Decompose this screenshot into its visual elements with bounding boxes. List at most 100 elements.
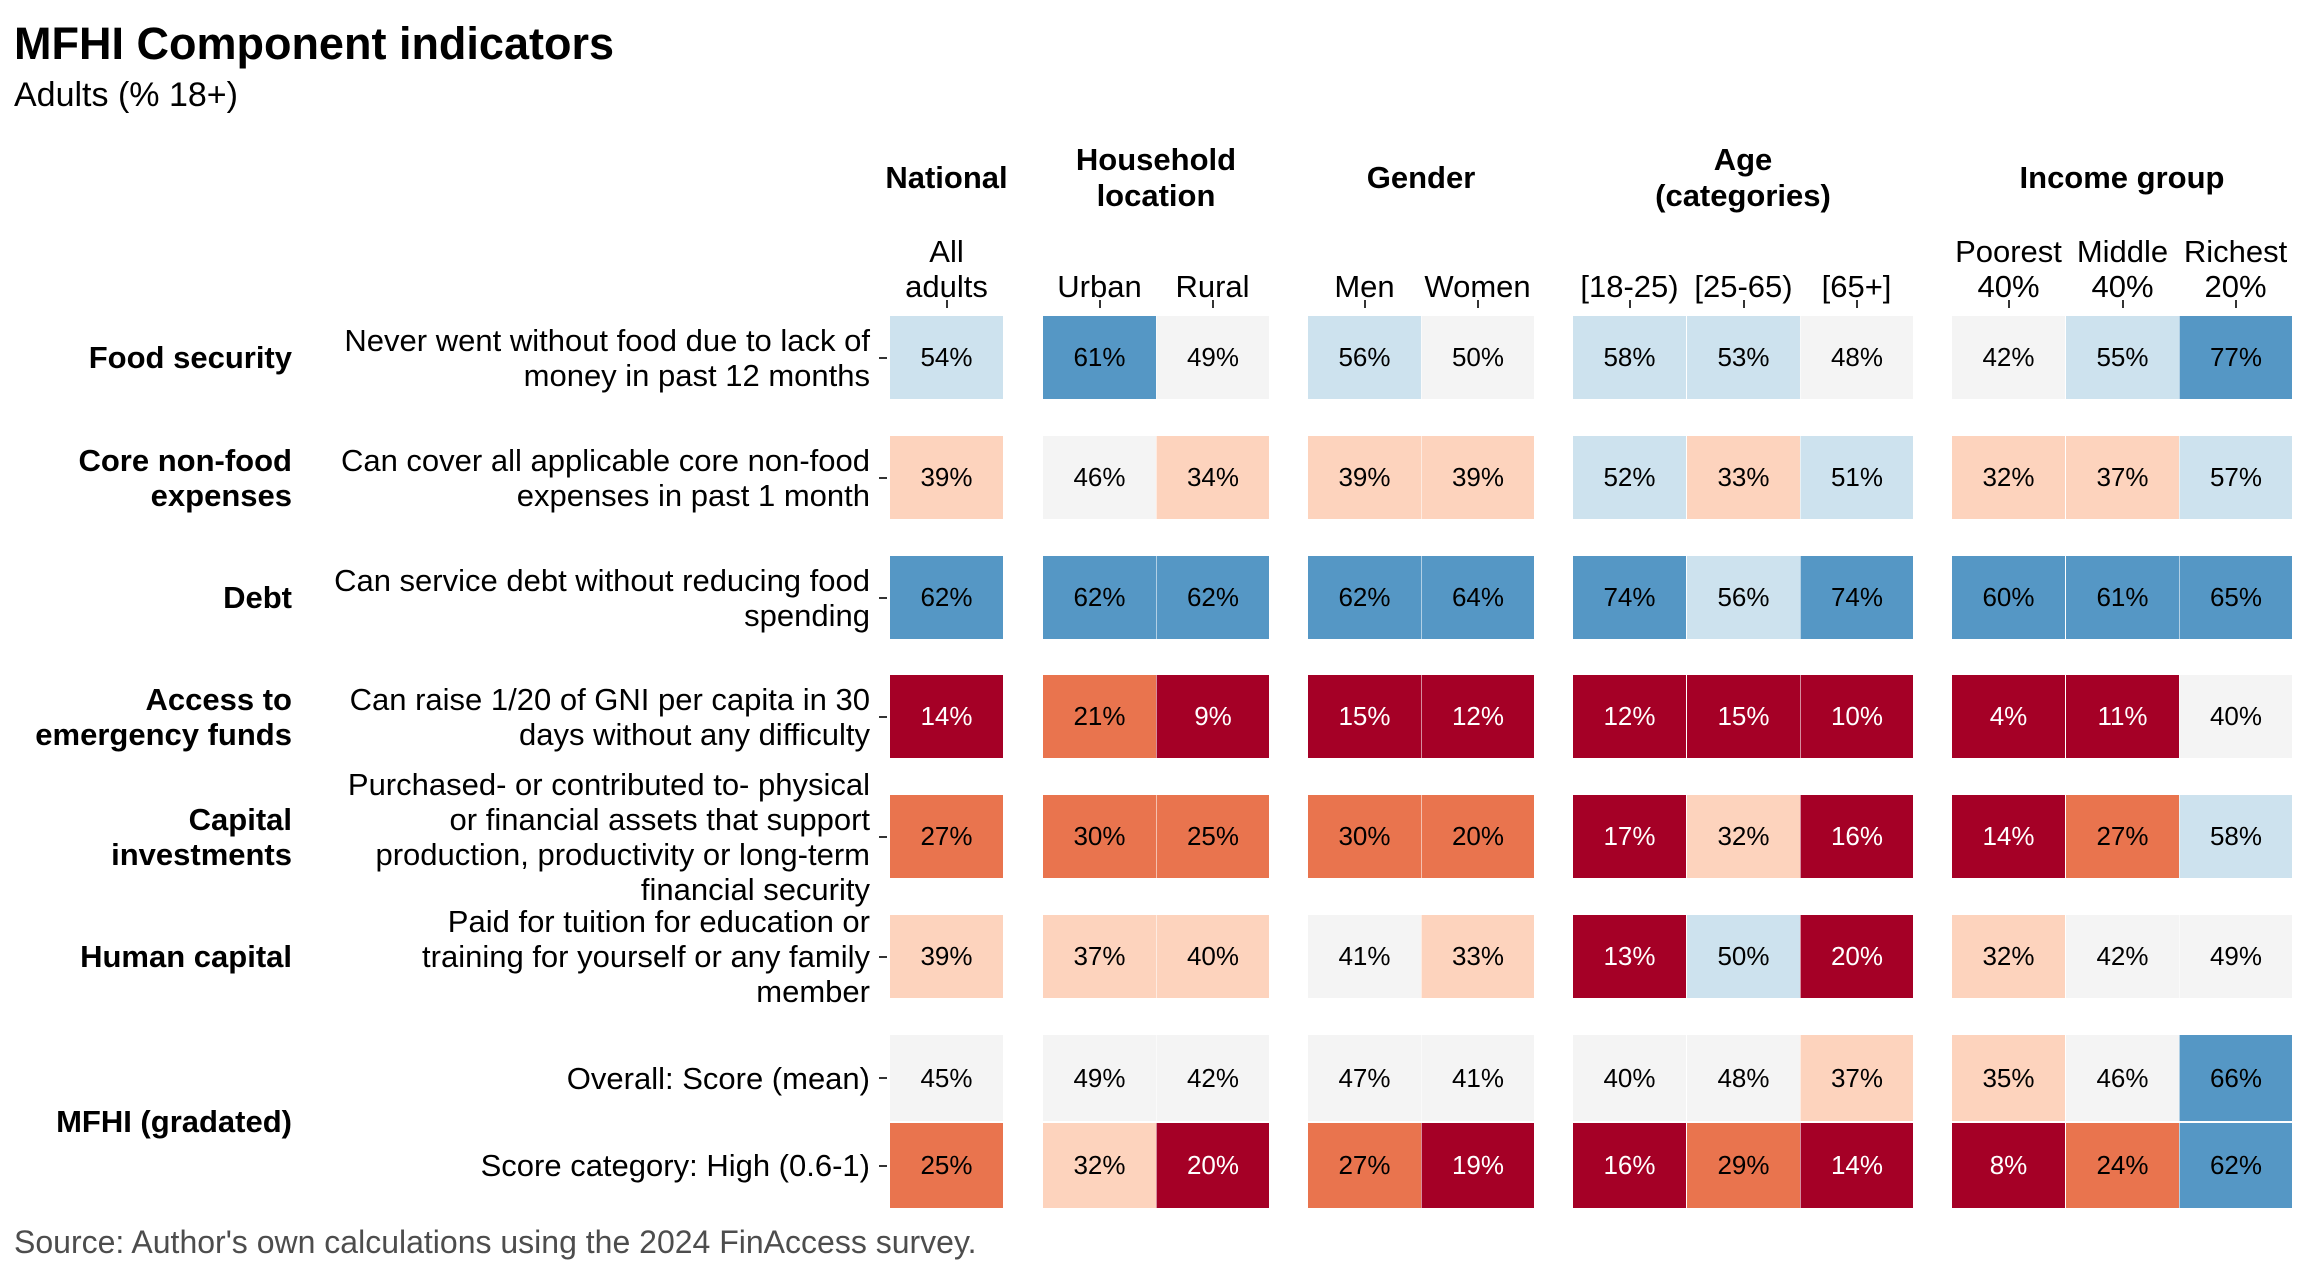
heatmap-cell: 9% (1156, 675, 1269, 758)
row-category-label: Debt (223, 580, 292, 615)
column-group-header: Income group (2019, 160, 2225, 195)
heatmap-cell: 37% (2066, 436, 2179, 519)
heatmap-cell: 32% (1687, 795, 1800, 878)
column-header: [25-65) (1694, 269, 1793, 304)
heatmap-cell: 33% (1421, 915, 1534, 998)
heatmap-cell: 14% (1800, 1123, 1913, 1208)
row-category-label: Core non-food expenses (78, 442, 292, 513)
heatmap-cell: 41% (1308, 915, 1421, 998)
row-category-label: Human capital (80, 939, 292, 974)
row-category-label: Capital investments (111, 801, 292, 872)
heatmap-cell: 53% (1687, 316, 1800, 399)
heatmap-cell: 29% (1687, 1123, 1800, 1208)
heatmap-cell: 39% (1308, 436, 1421, 519)
heatmap-cell: 58% (1573, 316, 1686, 399)
heatmap-cell: 56% (1687, 556, 1800, 639)
heatmap-cell: 4% (1952, 675, 2065, 758)
heatmap-cell: 13% (1573, 915, 1686, 998)
heatmap-cell: 50% (1421, 316, 1534, 399)
row-label: Can raise 1/20 of GNI per capita in 30 d… (349, 681, 870, 752)
row-label: Paid for tuition for education or traini… (422, 904, 870, 1009)
heatmap-cell: 32% (1043, 1123, 1156, 1208)
row-category-label: Food security (88, 340, 292, 375)
column-header: Middle 40% (2076, 234, 2169, 304)
heatmap-cell: 37% (1800, 1035, 1913, 1121)
heatmap-cell: 62% (2179, 1123, 2292, 1208)
heatmap-cell: 66% (2179, 1035, 2292, 1121)
heatmap-cell: 41% (1421, 1035, 1534, 1121)
x-axis-tick (2121, 300, 2124, 308)
column-group-header: Gender (1366, 160, 1476, 195)
heatmap-cell: 39% (890, 915, 1003, 998)
row-label: Overall: Score (mean) (566, 1060, 870, 1096)
heatmap-cell: 16% (1573, 1123, 1686, 1208)
heatmap-cell: 30% (1308, 795, 1421, 878)
x-axis-tick (1363, 300, 1366, 308)
heatmap-cell: 50% (1687, 915, 1800, 998)
x-axis-tick (1742, 300, 1745, 308)
heatmap-cell: 8% (1952, 1123, 2065, 1208)
heatmap-cell: 64% (1421, 556, 1534, 639)
row-label: Score category: High (0.6-1) (480, 1148, 870, 1183)
heatmap-cell: 46% (1043, 436, 1156, 519)
heatmap-cell: 45% (890, 1035, 1003, 1121)
y-axis-tick (879, 835, 887, 838)
heatmap-cell: 20% (1156, 1123, 1269, 1208)
heatmap-cell: 20% (1421, 795, 1534, 878)
column-header: Richest 20% (2183, 234, 2288, 304)
heatmap-cell: 46% (2066, 1035, 2179, 1121)
column-header: Women (1424, 269, 1531, 304)
heatmap-cell: 40% (1573, 1035, 1686, 1121)
y-axis-tick (879, 596, 887, 599)
heatmap-cell: 14% (890, 675, 1003, 758)
heatmap-cell: 74% (1573, 556, 1686, 639)
heatmap-cell: 52% (1573, 436, 1686, 519)
chart-subtitle: Adults (% 18+) (14, 76, 238, 114)
row-label: Can cover all applicable core non-food e… (340, 442, 870, 513)
heatmap-cell: 49% (1043, 1035, 1156, 1121)
heatmap-cell: 58% (2179, 795, 2292, 878)
heatmap-cell: 48% (1800, 316, 1913, 399)
x-axis-tick (2007, 300, 2010, 308)
row-label: Purchased- or contributed to- physical o… (347, 766, 870, 907)
heatmap-cell: 62% (890, 556, 1003, 639)
y-axis-tick (879, 356, 887, 359)
heatmap-cell: 51% (1800, 436, 1913, 519)
column-group-header: National (885, 160, 1008, 195)
column-header: Poorest 40% (1955, 234, 2062, 304)
column-header: Urban (1057, 269, 1142, 304)
y-axis-tick (879, 1164, 887, 1167)
heatmap-cell: 61% (2066, 556, 2179, 639)
heatmap-cell: 19% (1421, 1123, 1534, 1208)
heatmap-cell: 14% (1952, 795, 2065, 878)
heatmap-cell: 24% (2066, 1123, 2179, 1208)
heatmap-cell: 15% (1687, 675, 1800, 758)
column-header: Men (1334, 269, 1395, 304)
heatmap-cell: 37% (1043, 915, 1156, 998)
heatmap-cell: 62% (1156, 556, 1269, 639)
column-group-header: Age (categories) (1655, 142, 1831, 213)
heatmap-cell: 16% (1800, 795, 1913, 878)
heatmap-cell: 33% (1687, 436, 1800, 519)
row-category-label: Access to emergency funds (35, 681, 292, 752)
heatmap-cell: 57% (2179, 436, 2292, 519)
heatmap-cell: 42% (2066, 915, 2179, 998)
heatmap-cell: 56% (1308, 316, 1421, 399)
heatmap-cell: 27% (890, 795, 1003, 878)
heatmap-cell: 12% (1421, 675, 1534, 758)
heatmap-cell: 40% (2179, 675, 2292, 758)
heatmap-cell: 27% (2066, 795, 2179, 878)
row-label: Can service debt without reducing food s… (334, 562, 870, 633)
column-group-header: Household location (1075, 142, 1237, 213)
heatmap-cell: 49% (2179, 915, 2292, 998)
heatmap-cell: 39% (1421, 436, 1534, 519)
y-axis-tick (879, 955, 887, 958)
heatmap-cell: 39% (890, 436, 1003, 519)
heatmap-cell: 12% (1573, 675, 1686, 758)
heatmap-cell: 54% (890, 316, 1003, 399)
heatmap-cell: 32% (1952, 915, 2065, 998)
heatmap-cell: 42% (1952, 316, 2065, 399)
heatmap-cell: 49% (1156, 316, 1269, 399)
column-header: [65+] (1821, 269, 1892, 304)
x-axis-tick (1476, 300, 1479, 308)
